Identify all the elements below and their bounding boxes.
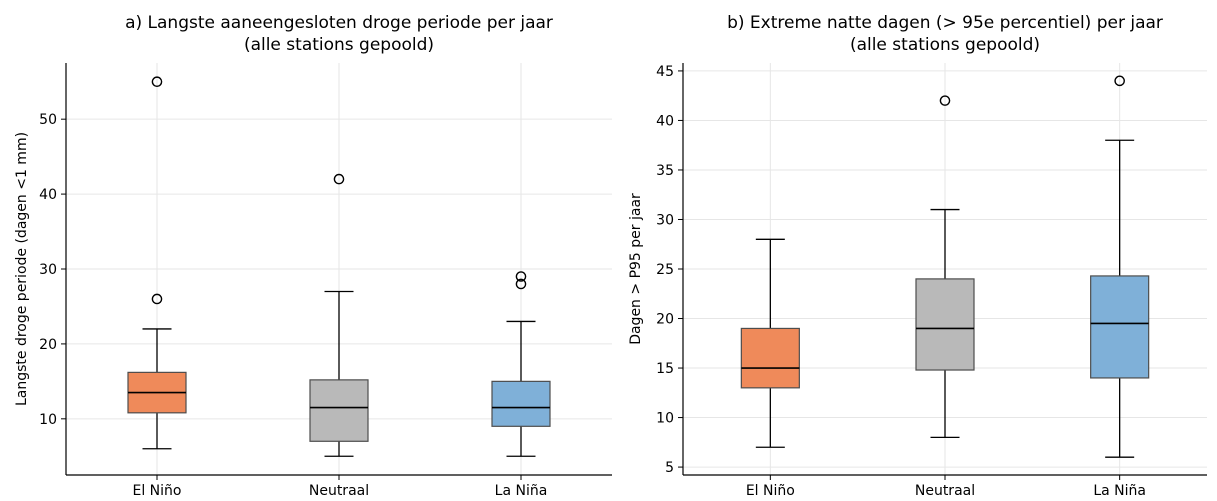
box-group xyxy=(309,173,369,457)
outlier-point xyxy=(151,293,163,305)
y-tick-label: 30 xyxy=(39,262,57,278)
y-tick-label: 15 xyxy=(656,361,674,377)
y-tick-label: 45 xyxy=(656,64,674,80)
box-iqr xyxy=(491,380,551,427)
box-iqr xyxy=(1090,275,1150,379)
y-tick-label: 25 xyxy=(656,262,674,278)
y-tick-label: 35 xyxy=(656,163,674,179)
chart-panel-b: 5 10 15 20 25 30 35 40 45 El Niño Neutraal La Niña b… xyxy=(628,13,1207,499)
outlier-point xyxy=(1114,75,1125,87)
y-tick-label: 50 xyxy=(39,112,57,128)
x-tick-label: La Niña xyxy=(495,483,548,499)
y-tick-label: 20 xyxy=(39,337,57,353)
y-tick-label: 10 xyxy=(656,411,674,427)
box-group xyxy=(1090,75,1150,458)
chart-title: a) Langste aaneengesloten droge periode … xyxy=(125,13,553,33)
y-tick-label: 10 xyxy=(39,412,57,428)
box-group xyxy=(740,238,800,448)
outlier-point xyxy=(515,278,527,290)
outlier-point xyxy=(333,173,345,185)
outlier-point xyxy=(515,271,527,282)
outlier-point xyxy=(151,76,163,88)
x-tick-label: Neutraal xyxy=(309,483,369,499)
x-tick-label: Neutraal xyxy=(915,483,975,499)
outlier-point xyxy=(939,95,951,106)
y-axis-label: Dagen > P95 per jaar xyxy=(628,193,644,345)
x-tick-label: La Niña xyxy=(1093,483,1146,499)
box-group xyxy=(915,95,975,439)
y-tick-label: 40 xyxy=(656,113,674,129)
y-tick-label: 40 xyxy=(39,187,57,203)
chart-panel-a: 10 20 30 40 50 El Niño Neutraal La Niña a) Langs… xyxy=(14,13,612,499)
box-group xyxy=(127,76,187,450)
box-group xyxy=(491,271,551,457)
chart-subtitle: (alle stations gepoold) xyxy=(244,35,434,55)
chart-subtitle: (alle stations gepoold) xyxy=(850,35,1040,55)
box-iqr xyxy=(915,278,975,371)
y-tick-label: 20 xyxy=(656,312,674,328)
x-tick-label: El Niño xyxy=(746,483,795,499)
y-axis-label: Langste droge periode (dagen <1 mm) xyxy=(14,132,30,406)
box-iqr xyxy=(309,379,369,442)
box-iqr xyxy=(740,327,800,389)
y-tick-label: 30 xyxy=(656,212,674,228)
y-tick-label: 5 xyxy=(665,460,674,476)
x-tick-label: El Niño xyxy=(133,483,182,499)
chart-title: b) Extreme natte dagen (> 95e percentiel… xyxy=(727,13,1163,33)
